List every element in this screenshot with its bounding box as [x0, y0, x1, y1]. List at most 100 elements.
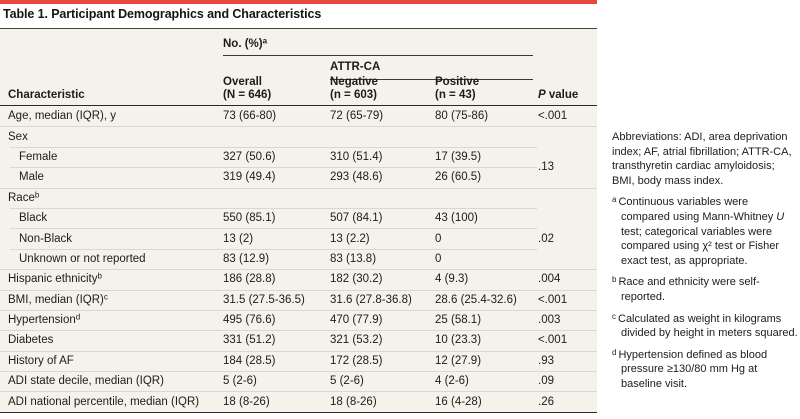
footnote-a-italic: U: [776, 210, 785, 223]
cell-negative: 5 (2-6): [330, 375, 364, 388]
cell-negative: 310 (51.4): [330, 150, 383, 163]
footnote-d-text: Hypertension defined as blood pressure ≥…: [618, 348, 768, 390]
cell-characteristic: Black: [8, 212, 223, 224]
header-p-italic: P: [538, 89, 546, 101]
header-characteristic: Characteristic: [8, 89, 85, 101]
table-title: Table 1. Participant Demographics and Ch…: [3, 7, 322, 21]
row-label: BMI, median (IQR): [8, 293, 104, 306]
row-divider: [0, 187, 597, 189]
row-label: Black: [19, 212, 48, 225]
cell-overall: 319 (49.4): [223, 171, 276, 184]
row-divider: [10, 228, 537, 230]
cell-p-value: .93: [538, 354, 554, 367]
cell-negative: 172 (28.5): [330, 354, 383, 367]
cell-overall: 184 (28.5): [223, 354, 276, 367]
header-overall-line1: Overall: [223, 76, 262, 88]
footnote-d-marker: d: [612, 347, 617, 357]
footnote-a-marker: a: [612, 195, 617, 205]
cell-positive: 17 (39.5): [435, 150, 482, 163]
table-row: BMI, median (IQR)c 31.5 (27.5-36.5) 31.6…: [0, 289, 597, 310]
cell-p-value: <.001: [538, 334, 568, 347]
cell-negative: 18 (8-26): [330, 395, 377, 408]
row-divider: [0, 350, 597, 352]
row-label: Age, median (IQR), y: [8, 110, 117, 123]
row-divider: [10, 248, 537, 250]
cell-p-value: <.001: [538, 110, 568, 123]
row-label: Hypertension: [8, 314, 76, 327]
row-label: Hispanic ethnicity: [8, 273, 98, 286]
row-divider: [10, 146, 537, 148]
cell-characteristic: BMI, median (IQR)c: [8, 292, 223, 306]
table-row: Age, median (IQR), y 73 (66-80) 72 (65-7…: [0, 106, 597, 126]
cell-characteristic: Hypertensiond: [8, 312, 223, 327]
cell-overall: 83 (12.9): [223, 252, 270, 265]
row-label: Unknown or not reported: [19, 252, 146, 265]
table-row-group: Raceb: [0, 187, 597, 208]
footnote-b-marker: b: [612, 275, 617, 285]
footnote-b: b Race and ethnicity were self-reported.: [612, 275, 799, 304]
cell-negative: 470 (77.9): [330, 314, 383, 327]
table-header: No. (%)a ATTR-CA Characteristic Overall(…: [0, 29, 597, 106]
table-row: History of AF 184 (28.5) 172 (28.5) 12 (…: [0, 350, 597, 371]
header-negative-line2: (n = 603): [330, 88, 377, 101]
table-row: Unknown or not reported 83 (12.9) 83 (13…: [0, 248, 597, 269]
header-attr-ca: ATTR-CA: [330, 61, 381, 73]
footnote-a-text-post: test; categorical variables were compare…: [621, 225, 780, 267]
row-label: ADI national percentile, median (IQR): [8, 395, 200, 408]
row-label: Male: [19, 171, 44, 184]
cell-characteristic: History of AF: [8, 355, 223, 367]
cell-negative: 13 (2.2): [330, 232, 370, 245]
cell-positive: 0: [435, 252, 442, 265]
cell-positive: 43 (100): [435, 212, 478, 225]
cell-overall: 550 (85.1): [223, 212, 276, 225]
row-label-sup: b: [97, 271, 102, 281]
header-p-rest: value: [545, 89, 579, 101]
cell-p-value: .003: [538, 314, 561, 327]
cell-negative: 293 (48.6): [330, 171, 383, 184]
table-row: Black 550 (85.1) 507 (84.1) 43 (100): [0, 207, 597, 228]
header-rule-attr-ca: [330, 79, 533, 80]
header-no-pct-sup: a: [262, 36, 268, 46]
table-row: Male 319 (49.4) 293 (48.6) 26 (60.5): [0, 167, 597, 187]
row-label: Non-Black: [19, 232, 73, 245]
cell-p-value: .004: [538, 273, 561, 286]
cell-positive: 10 (23.3): [435, 334, 482, 347]
row-divider: [0, 269, 597, 271]
cell-overall: 327 (50.6): [223, 150, 276, 163]
cell-positive: 16 (4-28): [435, 395, 482, 408]
cell-characteristic: Raceb: [8, 191, 223, 204]
footnote-c: c Calculated as weight in kilograms divid…: [612, 312, 799, 341]
row-label: Female: [19, 150, 58, 163]
demographics-table: No. (%)a ATTR-CA Characteristic Overall(…: [0, 28, 597, 413]
cell-characteristic: Hispanic ethnicityb: [8, 271, 223, 286]
cell-characteristic: Non-Black: [8, 233, 223, 245]
row-label-sup: c: [103, 292, 108, 302]
table-row: Diabetes 331 (51.2) 321 (53.2) 10 (23.3)…: [0, 330, 597, 350]
header-positive-line2: (n = 43): [435, 88, 476, 101]
header-negative: Negative (n = 603): [330, 76, 378, 101]
footnote-a-text: Continuous variables were compared using…: [618, 196, 777, 223]
footnote-a: a Continuous variables were compared usin…: [612, 195, 799, 268]
table-row: ADI national percentile, median (IQR) 18…: [0, 391, 597, 411]
cell-characteristic: Age, median (IQR), y: [8, 110, 223, 122]
header-overall-line2: (N = 646): [223, 88, 272, 101]
accent-bar: [0, 0, 597, 4]
cell-overall: 31.5 (27.5-36.5): [223, 293, 305, 306]
cell-characteristic: Diabetes: [8, 334, 223, 346]
row-divider: [0, 391, 597, 393]
cell-positive: 12 (27.9): [435, 354, 482, 367]
row-divider: [0, 126, 597, 128]
cell-positive: 26 (60.5): [435, 171, 482, 184]
cell-characteristic: ADI national percentile, median (IQR): [8, 396, 223, 408]
row-label-sup: d: [75, 312, 81, 322]
header-no-pct: No. (%)a: [223, 36, 268, 50]
cell-overall: 495 (76.6): [223, 314, 276, 327]
cell-p-value: .09: [538, 375, 554, 388]
cell-overall: 18 (8-26): [223, 395, 270, 408]
header-overall: Overall (N = 646): [223, 76, 271, 101]
header-p-value: P value: [538, 89, 578, 101]
cell-characteristic: Unknown or not reported: [8, 253, 223, 265]
cell-negative: 321 (53.2): [330, 334, 383, 347]
table-row: Female 327 (50.6) 310 (51.4) 17 (39.5): [0, 146, 597, 167]
table-row: Non-Black 13 (2) 13 (2.2) 0: [0, 228, 597, 248]
